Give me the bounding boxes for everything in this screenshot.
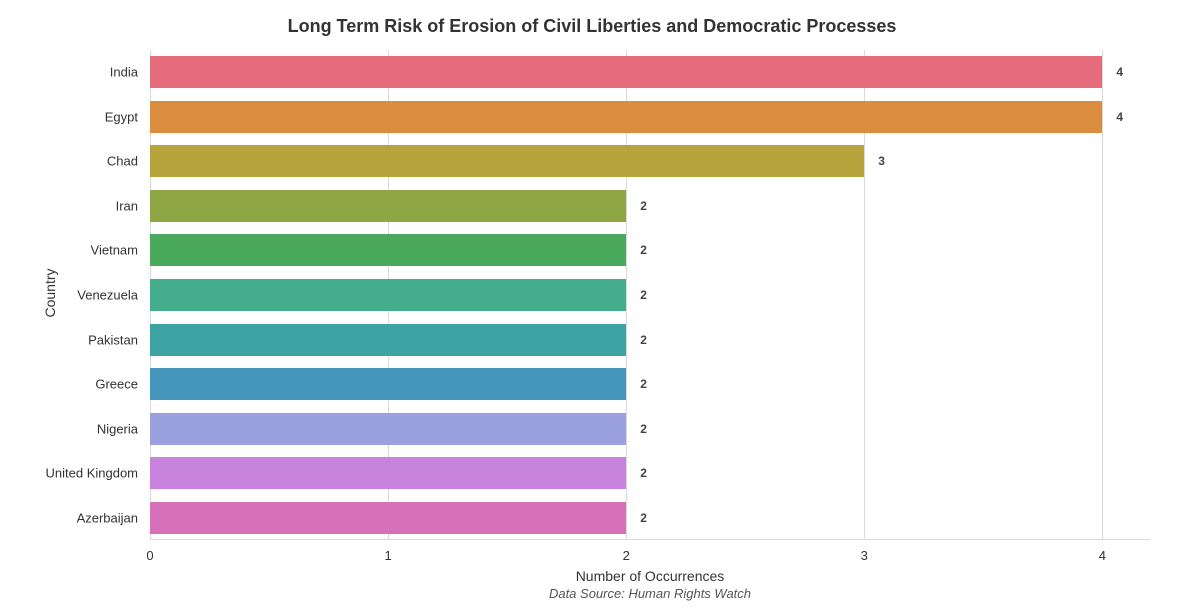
- bar-row: [150, 368, 1150, 400]
- bar-row: [150, 234, 1150, 266]
- bar-row: [150, 101, 1150, 133]
- y-tick-label: Vietnam: [0, 243, 138, 258]
- x-tick-label: 1: [384, 548, 391, 563]
- y-tick-label: Venezuela: [0, 288, 138, 303]
- bar: [150, 56, 1102, 88]
- bar: [150, 368, 626, 400]
- bar-row: [150, 56, 1150, 88]
- bar-value-label: 2: [640, 466, 647, 480]
- bar-row: [150, 413, 1150, 445]
- y-tick-label: Pakistan: [0, 332, 138, 347]
- bar-value-label: 2: [640, 377, 647, 391]
- x-tick-label: 4: [1099, 548, 1106, 563]
- bar-row: [150, 324, 1150, 356]
- bar: [150, 234, 626, 266]
- bar: [150, 502, 626, 534]
- x-axis-title: Number of Occurrences: [150, 568, 1150, 584]
- y-tick-label: Iran: [0, 198, 138, 213]
- x-axis-line: [150, 539, 1150, 540]
- y-tick-label: Chad: [0, 154, 138, 169]
- bar-value-label: 2: [640, 333, 647, 347]
- bar-value-label: 4: [1116, 110, 1123, 124]
- bar: [150, 413, 626, 445]
- chart-title: Long Term Risk of Erosion of Civil Liber…: [0, 16, 1184, 37]
- bar-value-label: 2: [640, 288, 647, 302]
- y-tick-label: Greece: [0, 377, 138, 392]
- bar-value-label: 2: [640, 199, 647, 213]
- plot-area: [150, 50, 1150, 540]
- bar: [150, 145, 864, 177]
- chart-subtitle: Data Source: Human Rights Watch: [150, 586, 1150, 601]
- x-tick-label: 0: [146, 548, 153, 563]
- bar: [150, 101, 1102, 133]
- y-tick-label: Nigeria: [0, 421, 138, 436]
- bar: [150, 324, 626, 356]
- bar-row: [150, 502, 1150, 534]
- y-tick-label: Egypt: [0, 109, 138, 124]
- bar-value-label: 2: [640, 422, 647, 436]
- y-tick-label: Azerbaijan: [0, 510, 138, 525]
- bar: [150, 279, 626, 311]
- x-tick-label: 3: [861, 548, 868, 563]
- bar-row: [150, 190, 1150, 222]
- bar-value-label: 4: [1116, 65, 1123, 79]
- chart-container: Long Term Risk of Erosion of Civil Liber…: [0, 0, 1184, 613]
- y-tick-label: India: [0, 65, 138, 80]
- bar-row: [150, 145, 1150, 177]
- y-tick-label: United Kingdom: [0, 466, 138, 481]
- bar-row: [150, 457, 1150, 489]
- x-tick-label: 2: [623, 548, 630, 563]
- bar-value-label: 2: [640, 243, 647, 257]
- bar-value-label: 3: [878, 154, 885, 168]
- bar-row: [150, 279, 1150, 311]
- bar-value-label: 2: [640, 511, 647, 525]
- bar: [150, 457, 626, 489]
- bar: [150, 190, 626, 222]
